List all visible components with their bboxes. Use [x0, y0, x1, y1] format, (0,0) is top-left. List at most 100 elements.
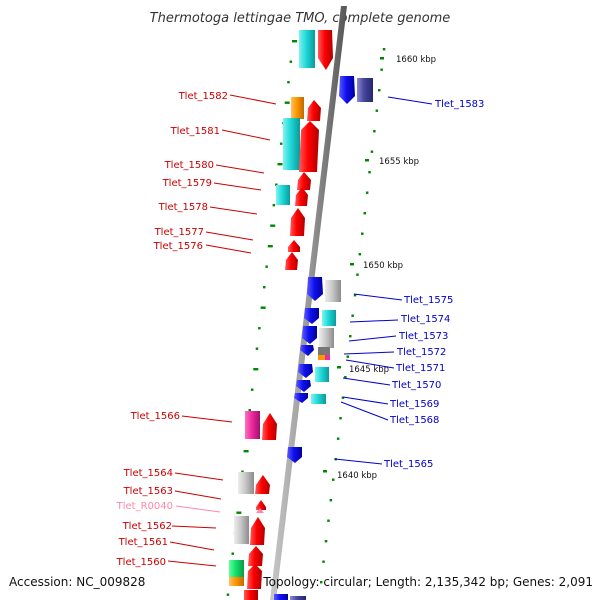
- gene-feature[interactable]: [229, 577, 244, 586]
- gc-tick: [356, 273, 359, 276]
- gc-tick: [344, 376, 347, 379]
- gene-label-tlet-1569[interactable]: Tlet_1569: [389, 399, 439, 410]
- gene-label-tlet-1562[interactable]: Tlet_1562: [122, 521, 172, 532]
- gc-tick: [231, 552, 234, 555]
- gc-tick: [382, 48, 386, 51]
- gc-tick: [236, 511, 242, 514]
- gene-label-tlet-1578[interactable]: Tlet_1578: [158, 202, 208, 213]
- gene-label-tlet-r0040[interactable]: Tlet_R0040: [116, 501, 173, 512]
- gene-tlet-1575-alt[interactable]: [325, 280, 341, 302]
- gene-tlet-1573-alt[interactable]: [319, 328, 334, 348]
- gene-tlet-1578[interactable]: [290, 208, 305, 236]
- chromosome-backbone: [270, 6, 347, 600]
- gene-label-tlet-1576[interactable]: Tlet_1576: [153, 241, 203, 252]
- gene-tlet-1562[interactable]: [234, 516, 249, 544]
- gene-feature[interactable]: [244, 590, 258, 600]
- gene-tlet-1572-alt[interactable]: [318, 347, 330, 355]
- gc-tick: [292, 40, 297, 43]
- gene-tlet-1580[interactable]: [297, 172, 311, 190]
- gene-tlet-1581-arrow[interactable]: [299, 121, 319, 172]
- gc-tick: [339, 417, 342, 420]
- gene-label-tlet-1582[interactable]: Tlet_1582: [178, 91, 228, 102]
- gene-tlet-1571[interactable]: [298, 364, 313, 378]
- gene-label-tlet-1560[interactable]: Tlet_1560: [116, 557, 166, 568]
- gene-tlet-1574[interactable]: [304, 308, 319, 324]
- gc-tick: [361, 232, 364, 235]
- gene-tlet-1561[interactable]: [250, 517, 265, 545]
- gene-label-tlet-1574[interactable]: Tlet_1574: [400, 314, 450, 325]
- gene-label-tlet-1572[interactable]: Tlet_1572: [396, 347, 446, 358]
- scale-tick: [350, 263, 354, 266]
- gene-feature[interactable]: [247, 564, 262, 589]
- gene-tlet-1582-arrow[interactable]: [307, 100, 321, 121]
- gc-tick: [368, 171, 371, 174]
- gene-feature[interactable]: [318, 355, 325, 360]
- gene-tlet-1566[interactable]: [245, 411, 260, 439]
- scale-label: 1650 kbp: [363, 261, 403, 271]
- gene-tlet-1560[interactable]: [248, 546, 263, 566]
- gene-label-tlet-1568[interactable]: Tlet_1568: [389, 415, 439, 426]
- gene-feature[interactable]: [299, 30, 315, 68]
- gc-tick: [346, 355, 349, 358]
- gene-label-tlet-1564[interactable]: Tlet_1564: [123, 468, 173, 479]
- gene-tlet-1560-alt[interactable]: [229, 560, 244, 577]
- gene-label-tlet-1579[interactable]: Tlet_1579: [162, 178, 212, 189]
- gc-tick: [336, 437, 340, 440]
- gene-label-tlet-1573[interactable]: Tlet_1573: [398, 331, 448, 342]
- rna-tlet-r0040[interactable]: [256, 508, 264, 513]
- gene-tlet-1569[interactable]: [294, 393, 308, 403]
- gene-feature[interactable]: [325, 355, 330, 360]
- gene-label-tlet-1583[interactable]: Tlet_1583: [434, 99, 484, 110]
- gene-tlet-1581[interactable]: [283, 118, 300, 170]
- gc-tick: [332, 478, 335, 481]
- gc-tick: [243, 450, 249, 453]
- gene-label-tlet-1570[interactable]: Tlet_1570: [391, 380, 441, 391]
- gene-tlet-1582[interactable]: [291, 97, 304, 119]
- gene-label-tlet-1571[interactable]: Tlet_1571: [395, 363, 445, 374]
- gene-tlet-1563[interactable]: [255, 475, 270, 494]
- gene-tlet-1579-arrow[interactable]: [295, 187, 308, 206]
- gene-tlet-1579[interactable]: [276, 185, 290, 205]
- gc-tick: [351, 314, 354, 317]
- gene-tlet-1577[interactable]: [288, 240, 300, 252]
- gene-tlet-1566-arrow[interactable]: [262, 413, 277, 440]
- reverse-strand-features: [274, 76, 373, 600]
- forward-strand-features: [229, 30, 333, 600]
- gene-feature[interactable]: [274, 594, 288, 600]
- gc-tick: [263, 286, 266, 289]
- gene-tlet-1573[interactable]: [302, 326, 317, 344]
- gene-tlet-1574-alt[interactable]: [322, 310, 336, 326]
- scale-tick: [323, 470, 327, 473]
- gene-tlet-1570-arrow[interactable]: [296, 380, 311, 392]
- gene-label-tlet-1563[interactable]: Tlet_1563: [123, 486, 173, 497]
- gc-tick: [370, 150, 374, 153]
- gene-tlet-1575[interactable]: [307, 277, 323, 301]
- gene-feature[interactable]: [290, 596, 306, 600]
- gene-feature[interactable]: [318, 30, 333, 70]
- gene-tlet-1564[interactable]: [238, 472, 254, 494]
- gene-label-tlet-1580[interactable]: Tlet_1580: [164, 160, 214, 171]
- gene-tlet-1576[interactable]: [285, 252, 298, 270]
- gene-label-tlet-1581[interactable]: Tlet_1581: [170, 126, 220, 137]
- gene-label-tlet-1565[interactable]: Tlet_1565: [383, 459, 433, 470]
- gene-tlet-1568[interactable]: [311, 394, 326, 404]
- gene-label-tlet-1577[interactable]: Tlet_1577: [154, 227, 204, 238]
- scale-label: 1640 kbp: [337, 471, 377, 481]
- reverse-leader-lines: [334, 96, 433, 465]
- gene-tlet-1583[interactable]: [339, 76, 355, 104]
- gene-label-tlet-1561[interactable]: Tlet_1561: [118, 537, 168, 548]
- scale-label: 1655 kbp: [379, 157, 419, 167]
- gene-label-tlet-1566[interactable]: Tlet_1566: [130, 411, 180, 422]
- accession-label: Accession: NC_009828: [9, 575, 145, 589]
- gene-tlet-1565[interactable]: [287, 447, 302, 463]
- gene-label-tlet-1575[interactable]: Tlet_1575: [403, 295, 453, 306]
- gc-tick: [272, 204, 276, 207]
- gc-tick: [341, 396, 345, 399]
- gc-tick: [353, 294, 357, 297]
- map-title: Thermotoga lettingae TMO, complete genom…: [150, 11, 451, 26]
- scale-label: 1645 kbp: [349, 365, 389, 375]
- gene-tlet-1583-alt[interactable]: [357, 78, 373, 102]
- gene-tlet-1572[interactable]: [300, 345, 314, 356]
- gene-tlet-1570[interactable]: [315, 367, 329, 382]
- gene-tlet-r0040[interactable]: [256, 500, 266, 510]
